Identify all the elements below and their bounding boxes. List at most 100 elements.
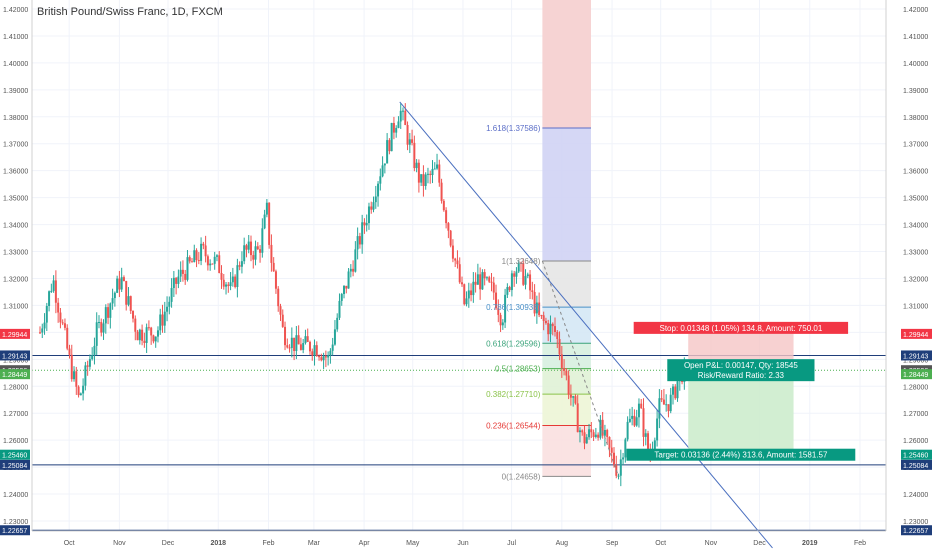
candle-body xyxy=(669,394,672,412)
candle-body xyxy=(567,375,570,395)
x-tick-label: Aug xyxy=(556,540,569,547)
candle-body xyxy=(299,344,302,350)
candle-body xyxy=(481,272,484,290)
candle-body xyxy=(215,255,218,257)
candle-body xyxy=(209,263,212,266)
fib-level-label: 0(1.24658) xyxy=(502,472,541,481)
candle-body xyxy=(297,335,300,345)
candle-body xyxy=(547,323,550,335)
axis-badge-left-text: 1.25460 xyxy=(2,453,27,460)
candle-body xyxy=(39,332,41,334)
candles xyxy=(39,103,686,487)
candle-body xyxy=(590,429,593,433)
candle-body xyxy=(91,355,94,360)
candle-body xyxy=(104,307,107,324)
candle-body xyxy=(136,331,139,341)
candle-body xyxy=(306,336,309,342)
candle-body xyxy=(138,329,141,341)
candle-body xyxy=(93,345,96,356)
candle-body xyxy=(624,439,627,458)
candle-body xyxy=(61,322,64,324)
candle-body xyxy=(154,336,157,342)
target-zone xyxy=(688,374,794,455)
candle-body xyxy=(200,243,203,261)
candle-body xyxy=(211,263,214,265)
candle-body xyxy=(538,302,541,316)
candle-body xyxy=(467,290,470,299)
axis-badge-right xyxy=(901,328,932,339)
candle-body xyxy=(588,429,591,438)
fib-swing-line xyxy=(541,260,620,477)
y-tick-label-right: 1.31000 xyxy=(903,303,928,310)
candle-body xyxy=(302,343,305,350)
candle-body xyxy=(132,310,135,319)
y-tick-label-left: 1.36000 xyxy=(3,169,28,176)
candle-body xyxy=(259,249,262,253)
candle-body xyxy=(234,276,237,288)
candle-body xyxy=(100,322,103,333)
candle-body xyxy=(88,359,91,367)
candle-body xyxy=(526,274,529,277)
candle-body xyxy=(671,386,674,395)
candle-body xyxy=(381,165,384,177)
trendline[interactable] xyxy=(399,101,773,549)
y-tick-label-left: 1.32000 xyxy=(3,276,28,283)
x-tick-label: Feb xyxy=(854,540,866,547)
axis-badge-left xyxy=(0,328,30,339)
candle-body xyxy=(170,288,173,302)
candle-body xyxy=(531,290,534,292)
candle-body xyxy=(370,206,373,210)
candle-body xyxy=(63,323,66,328)
candle-body xyxy=(218,255,221,273)
candle-body xyxy=(533,291,536,314)
grid xyxy=(32,0,886,531)
candle-body xyxy=(236,265,239,288)
candle-body xyxy=(227,284,230,287)
candle-body xyxy=(449,230,452,246)
candle-body xyxy=(463,284,466,305)
candle-body xyxy=(52,280,55,291)
candle-body xyxy=(145,327,148,343)
candle-body xyxy=(406,124,409,145)
candle-body xyxy=(331,344,334,351)
y-tick-label-left: 1.23000 xyxy=(3,519,28,526)
candle-body xyxy=(603,430,606,436)
y-tick-label-right: 1.26000 xyxy=(903,438,928,445)
long-position-tool[interactable]: Stop: 0.01348 (1.05%) 134.8, Amount: 750… xyxy=(626,321,856,461)
fib-level-label: 1.618(1.37586) xyxy=(486,124,541,133)
candle-body xyxy=(329,350,332,356)
candle-body xyxy=(152,335,155,342)
y-tick-label-right: 1.23000 xyxy=(903,519,928,526)
candle-body xyxy=(129,296,132,311)
candle-body xyxy=(662,399,665,405)
y-tick-label-left: 1.34000 xyxy=(3,223,28,230)
candle-body xyxy=(485,277,488,279)
candle-body xyxy=(252,255,255,260)
candle-body xyxy=(225,284,228,287)
candle-body xyxy=(177,276,180,284)
candle-body xyxy=(84,365,87,386)
candle-body xyxy=(179,269,182,277)
candle-body xyxy=(483,272,486,279)
candle-body xyxy=(399,110,402,122)
candle-body xyxy=(472,281,475,296)
candle-body xyxy=(642,408,645,437)
candle-body xyxy=(343,285,346,295)
axis-badge-left xyxy=(0,369,30,380)
candle-body xyxy=(293,337,296,351)
candle-body xyxy=(109,303,112,318)
candle-body xyxy=(490,281,493,283)
x-tick-label: Dec xyxy=(162,540,175,547)
axis-badge-right xyxy=(901,350,932,361)
candle-body xyxy=(390,122,393,152)
x-tick-label: Oct xyxy=(64,540,75,547)
candle-body xyxy=(388,140,391,152)
candle-body xyxy=(592,432,595,437)
candle-body xyxy=(631,415,634,419)
candle-body xyxy=(599,419,602,438)
downtrend-line[interactable] xyxy=(399,101,773,549)
candle-body xyxy=(392,122,395,133)
y-tick-label-right: 1.33000 xyxy=(903,250,928,257)
